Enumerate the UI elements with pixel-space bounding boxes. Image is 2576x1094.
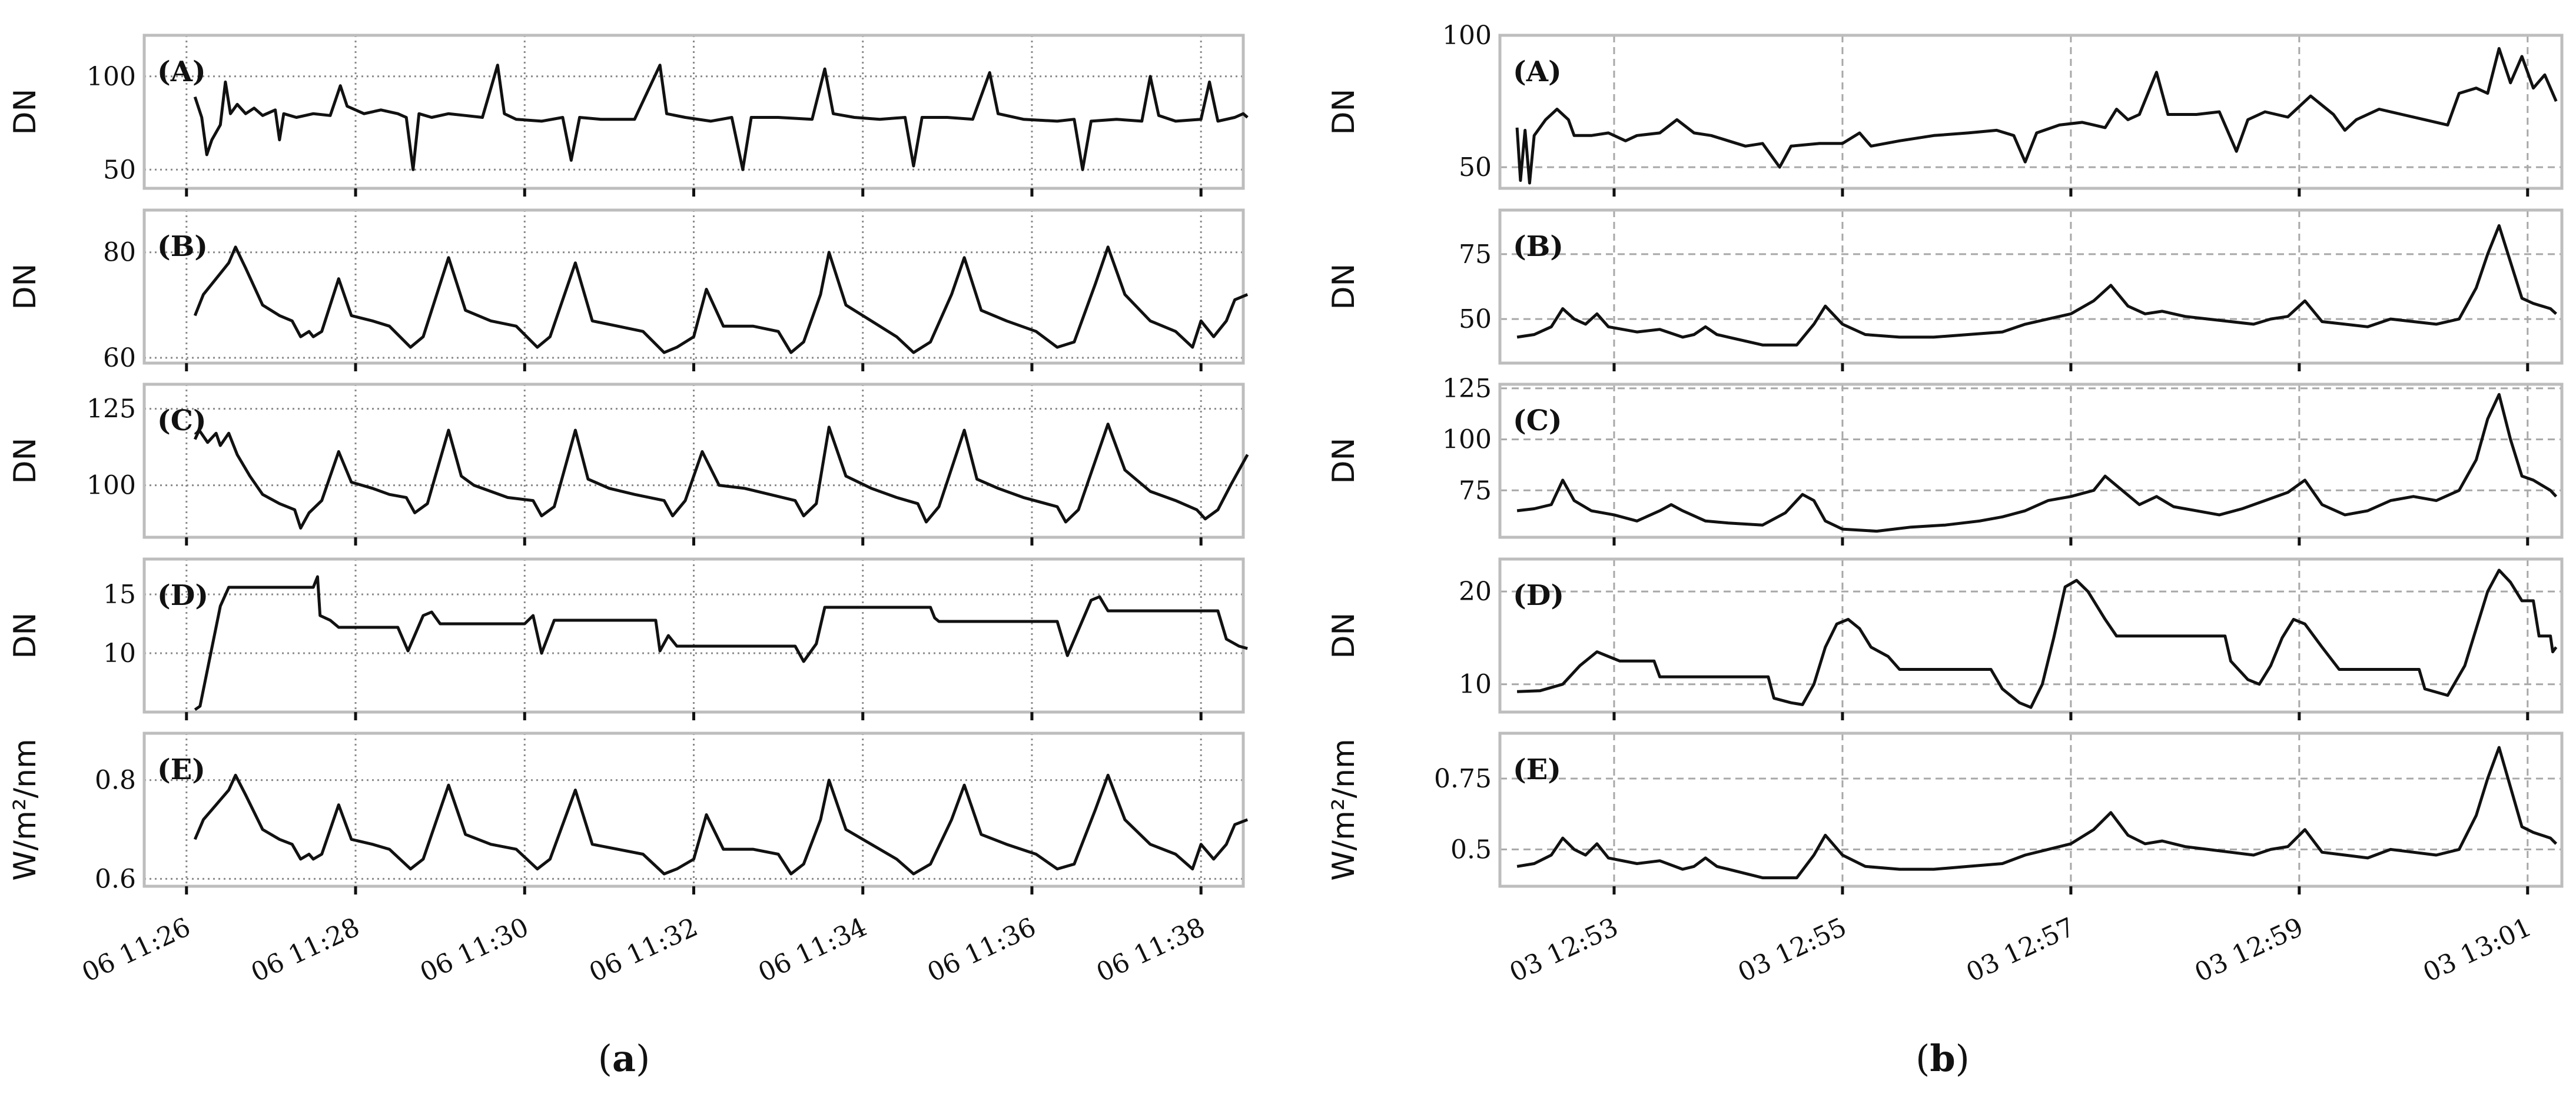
- y-axis-label: DN: [1326, 264, 1362, 310]
- panel-frame: [1498, 557, 2564, 714]
- series-line: [1516, 746, 2558, 880]
- series-line: [1516, 393, 2558, 533]
- y-axis-label: W/m²/nm: [1326, 739, 1362, 881]
- ytick-label: 15: [103, 580, 136, 610]
- panel-frame: [1498, 208, 2564, 365]
- panel-label: (C): [1513, 404, 1562, 437]
- panel-b-c: 75 100 125 (C) DN: [1326, 374, 2564, 546]
- series-line: [1517, 568, 2558, 709]
- y-axis-label: DN: [1326, 613, 1362, 659]
- panel-a-d: 10 15 (D) DN: [8, 557, 1248, 720]
- caption-right: (b): [1916, 1037, 1970, 1080]
- panel-b-a: 50 100 (A) DN: [1326, 21, 2564, 197]
- ytick-label: 100: [87, 62, 136, 92]
- y-axis-label: DN: [8, 89, 43, 135]
- y-axis-label: DN: [8, 613, 43, 659]
- series-line: [193, 64, 1249, 171]
- ytick-label: 75: [1459, 475, 1492, 506]
- ytick-label: 80: [103, 238, 136, 268]
- caption-left: (a): [598, 1037, 650, 1080]
- ytick-label: 20: [1459, 577, 1492, 607]
- panel-b-b: 50 75 (B) DN: [1326, 208, 2564, 371]
- ytick-label: 0.8: [95, 766, 136, 796]
- ytick-label: 100: [1442, 425, 1492, 455]
- series-line: [193, 773, 1249, 876]
- ytick-label: 75: [1459, 240, 1492, 270]
- panel-label: (A): [157, 55, 206, 88]
- panel-label: (B): [157, 230, 208, 263]
- y-axis-label: DN: [8, 438, 43, 484]
- ytick-label: 0.75: [1434, 764, 1492, 794]
- panel-a-c: 100 125 (C) DN: [8, 383, 1249, 546]
- series-line: [1515, 46, 2558, 185]
- series-line: [193, 245, 1249, 354]
- panel-frame: [1498, 383, 2564, 539]
- ytick-label: 10: [1459, 670, 1492, 700]
- panel-label: (B): [1513, 230, 1563, 263]
- ytick-label: 0.6: [95, 864, 136, 894]
- series-line: [1516, 224, 2557, 347]
- y-axis-label: W/m²/nm: [8, 739, 43, 881]
- panel-frame: [1498, 34, 2564, 190]
- panel-frame: [1498, 731, 2564, 888]
- ytick-label: 100: [87, 471, 136, 501]
- panel-a-a: 50 100 (A) DN: [8, 34, 1249, 197]
- y-axis-label: DN: [1326, 89, 1362, 135]
- series-line: [194, 575, 1248, 711]
- ytick-label: 100: [1442, 21, 1492, 51]
- ytick-label: 10: [103, 639, 136, 669]
- ytick-label: 125: [87, 394, 136, 424]
- panel-label: (A): [1513, 55, 1562, 88]
- ytick-label: 50: [103, 155, 136, 185]
- panel-a-b: 60 80 (B) DN: [8, 208, 1249, 373]
- y-axis-label: DN: [8, 264, 43, 310]
- ytick-label: 125: [1442, 374, 1492, 404]
- caption-left-letter: a: [612, 1037, 636, 1080]
- ytick-label: 0.5: [1450, 834, 1492, 864]
- panel-label: (E): [1513, 753, 1561, 786]
- panel-b-d: 10 20 (D) DN: [1326, 557, 2564, 720]
- panel-label: (D): [157, 579, 208, 612]
- ytick-label: 50: [1459, 304, 1492, 334]
- y-axis-label: DN: [1326, 438, 1362, 484]
- series-line: [193, 423, 1249, 530]
- ytick-label: 50: [1459, 152, 1492, 182]
- caption-right-letter: b: [1930, 1037, 1955, 1080]
- panel-label: (E): [157, 753, 205, 786]
- panel-label: (C): [157, 404, 207, 437]
- panel-label: (D): [1513, 579, 1564, 612]
- ytick-label: 60: [103, 343, 136, 373]
